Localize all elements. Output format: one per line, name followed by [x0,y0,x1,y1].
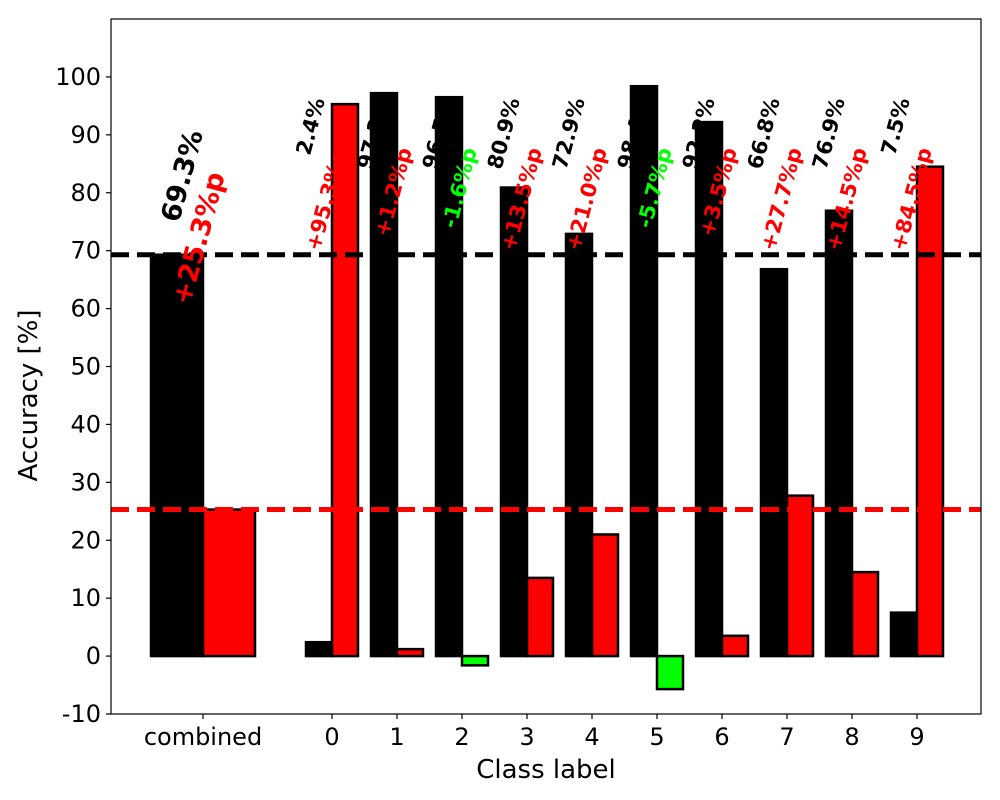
change-bar [655,654,685,691]
accuracy-bar [304,640,334,658]
accuracy-bar [694,120,724,658]
x-tick-label: 9 [909,723,924,751]
x-axis: combined 0 1 2 3 4 5 6 7 8 9 [144,714,925,751]
y-tick-label: 100 [55,63,101,91]
y-tick-label: 60 [70,295,101,323]
accuracy-bar [564,232,594,658]
y-tick-label: 50 [70,353,101,381]
y-tick-label: 0 [86,642,101,670]
x-tick-label: 8 [844,723,859,751]
x-tick-label: 3 [519,723,534,751]
accuracy-bar [434,95,464,658]
change-bar [785,494,815,658]
change-bar [720,634,750,658]
accuracy-label: 2.4% [292,95,330,157]
y-tick-label: 70 [70,237,101,265]
accuracy-bar [824,209,854,658]
x-tick-label: 4 [584,723,599,751]
x-tick-label: 2 [454,723,469,751]
change-bar [201,508,257,658]
accuracy-label: 66.8% [743,95,785,172]
accuracy-bar [889,611,919,658]
x-tick-label: 6 [714,723,729,751]
y-tick-label: 90 [70,121,101,149]
accuracy-bar [759,267,789,658]
bars-layer [149,84,945,691]
x-tick-label: 5 [649,723,664,751]
x-tick-label: 7 [779,723,794,751]
change-bar [460,654,490,667]
change-bar [330,102,360,658]
y-axis-title: Accuracy [%] [14,309,44,481]
accuracy-label: 7.5% [877,95,915,157]
y-tick-label: 20 [70,526,101,554]
annotation-layer: 69.3%+25.3%p2.4%+95.3%p97.2%+1.2%p96.5%-… [156,95,937,308]
accuracy-label: 76.9% [808,95,850,172]
accuracy-bar [499,186,529,658]
x-tick-label: 0 [324,723,339,751]
x-axis-title: Class label [476,755,616,785]
y-tick-label: -10 [62,700,101,728]
accuracy-bar [629,84,659,658]
change-bar [590,533,620,658]
accuracy-bar [149,253,205,658]
change-bar [915,165,945,658]
y-tick-label: 10 [70,584,101,612]
change-bar [850,570,880,658]
accuracy-label: 72.9% [548,95,590,172]
y-tick-label: 30 [70,468,101,496]
x-tick-label: 1 [389,723,404,751]
accuracy-label: 80.9% [483,95,525,172]
x-tick-label: combined [144,723,262,751]
change-bar [395,647,425,658]
reference-lines-layer [111,252,981,513]
y-tick-label: 40 [70,410,101,438]
y-axis: -10 0 10 20 30 40 50 60 70 80 90 100 [55,63,111,728]
accuracy-bar [369,91,399,658]
change-bar [525,576,555,658]
y-tick-label: 80 [70,179,101,207]
